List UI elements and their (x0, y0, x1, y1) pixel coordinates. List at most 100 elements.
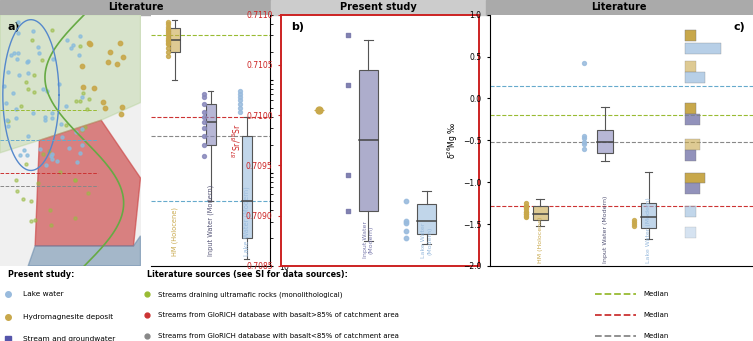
Bar (684, 61, 696, 72)
Point (628, 221, 640, 227)
Point (54, 122, 66, 127)
Text: Median: Median (644, 333, 669, 340)
Point (38, 115, 50, 120)
Point (5, 52, 17, 57)
Point (14, 152, 26, 157)
Point (47, 27, 59, 33)
Point (162, 21, 174, 26)
Point (162, 38, 174, 44)
Point (28, 72, 40, 78)
Point (520, 203, 532, 208)
Point (40, 162, 52, 167)
Point (69, 215, 81, 221)
Point (162, 42, 174, 47)
Point (628, 223, 640, 228)
Point (37, 152, 49, 157)
Point (628, 217, 640, 223)
Point (162, 26, 174, 32)
Text: Lake Water (Modern): Lake Water (Modern) (646, 198, 651, 264)
Point (69, 177, 81, 183)
Point (46, 115, 58, 121)
Point (0, 100, 11, 106)
Point (520, 203, 532, 208)
Point (45, 153, 57, 159)
Bar (684, 227, 696, 238)
Bar (271, 0, 486, 15)
Point (45, 151, 57, 157)
Point (20, 79, 32, 85)
Point (56, 134, 69, 139)
Point (115, 104, 127, 110)
Text: Streams draining ultramafic rocks (monolithological): Streams draining ultramafic rocks (monol… (158, 291, 343, 298)
Point (520, 206, 532, 212)
Point (234, 101, 246, 107)
Point (198, 114, 210, 119)
Point (401, 220, 413, 225)
Y-axis label: δ$^{26}$Mg ‰: δ$^{26}$Mg ‰ (446, 122, 460, 159)
Point (60, 122, 72, 128)
Text: Lake Water
(Modern): Lake Water (Modern) (422, 223, 432, 258)
Point (520, 205, 532, 210)
Point (2, 123, 14, 129)
Point (234, 98, 246, 103)
Point (88, 85, 100, 91)
Point (162, 49, 174, 55)
Point (342, 173, 354, 178)
Point (401, 228, 413, 234)
Point (62, 145, 75, 151)
Y-axis label: Mg/Ca [mol/L]:[mol/L]: Mg/Ca [mol/L]:[mol/L] (310, 99, 319, 182)
Point (162, 53, 174, 59)
Point (11, 19, 23, 24)
Point (198, 94, 210, 100)
Point (198, 126, 210, 131)
Point (75, 94, 87, 99)
Point (97, 100, 109, 105)
Point (8, 50, 20, 56)
Point (23, 87, 35, 92)
Text: HM (Holocene): HM (Holocene) (538, 217, 543, 264)
Point (32, 44, 44, 49)
Point (198, 133, 210, 138)
Point (520, 205, 532, 210)
Point (0, 84, 11, 89)
Point (234, 89, 246, 94)
Point (29, 217, 41, 223)
Point (53, 81, 65, 86)
Point (198, 109, 210, 115)
Point (10, 115, 22, 121)
Point (401, 235, 413, 240)
Point (18, 147, 30, 152)
Point (520, 209, 532, 214)
Text: b): b) (291, 22, 304, 32)
Text: Lake water: Lake water (23, 292, 63, 297)
Point (26, 37, 38, 43)
Point (2, 118, 14, 123)
Point (75, 150, 87, 155)
Point (115, 112, 127, 117)
Point (46, 156, 58, 162)
Point (83, 96, 95, 101)
Text: Stream and groundwater: Stream and groundwater (23, 337, 115, 341)
Point (234, 94, 246, 100)
Text: Present study: Present study (340, 2, 416, 12)
Text: Hydromagnesite deposit: Hydromagnesite deposit (23, 314, 113, 320)
Point (32, 180, 44, 186)
Point (50, 158, 62, 164)
Bar (0, 0, 271, 15)
Point (43, 148, 55, 153)
Text: Literature: Literature (592, 2, 647, 12)
Point (162, 45, 174, 50)
Point (198, 91, 210, 97)
Bar (359, 70, 378, 211)
Point (114, 40, 127, 46)
Bar (684, 173, 705, 183)
Point (102, 59, 114, 64)
Point (65, 46, 77, 51)
Point (74, 98, 86, 104)
Bar (684, 103, 696, 114)
Bar (684, 43, 721, 54)
Text: Input Water (Modern): Input Water (Modern) (208, 184, 214, 256)
Point (26, 110, 38, 116)
Point (71, 159, 83, 164)
Point (162, 24, 174, 30)
